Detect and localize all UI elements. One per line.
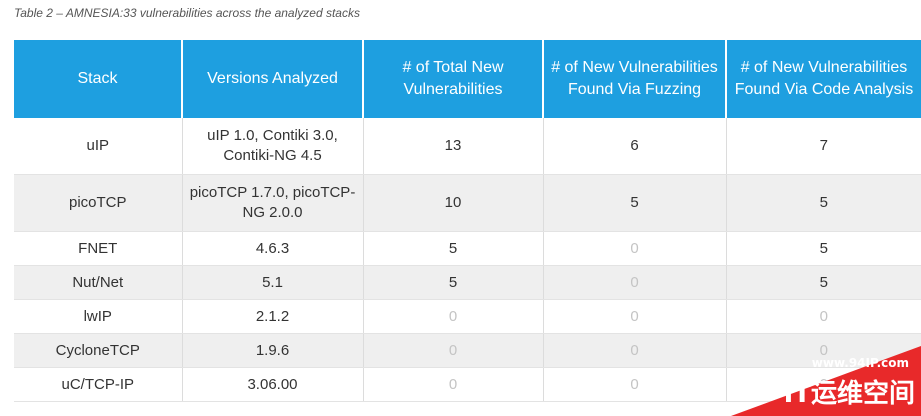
header-row: Stack Versions Analyzed # of Total New V… [14, 40, 921, 118]
watermark-name: IT运维空间 [783, 379, 915, 409]
cell-code-analysis: 5 [726, 265, 921, 300]
cell-stack: lwIP [14, 299, 183, 334]
watermark-url: www.94IP.com [811, 356, 909, 370]
header-total-new-vulnerabilities: # of Total New Vulnerabilities [363, 40, 544, 118]
header-stack: Stack [14, 40, 183, 118]
table-row: Nut/Net 5.1 5 0 5 [14, 265, 921, 300]
cell-code-analysis: 7 [726, 118, 921, 175]
cell-stack: picoTCP [14, 174, 183, 232]
table-row: uIP uIP 1.0, Contiki 3.0, Contiki-NG 4.5… [14, 118, 921, 175]
cell-total: 0 [363, 299, 544, 334]
table-caption: Table 2 – AMNESIA:33 vulnerabilities acr… [14, 6, 360, 20]
cell-versions: 5.1 [182, 265, 364, 300]
cell-stack: Nut/Net [14, 265, 183, 300]
cell-versions: picoTCP 1.7.0, picoTCP-NG 2.0.0 [182, 174, 364, 232]
cell-versions: uIP 1.0, Contiki 3.0, Contiki-NG 4.5 [182, 118, 364, 175]
cell-versions: 1.9.6 [182, 333, 364, 368]
cell-fuzzing: 0 [543, 231, 727, 266]
cell-fuzzing: 5 [543, 174, 727, 232]
cell-fuzzing: 0 [543, 367, 727, 402]
cell-versions: 4.6.3 [182, 231, 364, 266]
cell-code-analysis: 5 [726, 231, 921, 266]
cell-total: 0 [363, 333, 544, 368]
cell-stack: uC/TCP-IP [14, 367, 183, 402]
cell-stack: uIP [14, 118, 183, 175]
cell-total: 5 [363, 231, 544, 266]
cell-fuzzing: 0 [543, 333, 727, 368]
header-found-via-fuzzing: # of New Vulnerabilities Found Via Fuzzi… [543, 40, 727, 118]
cell-total: 0 [363, 367, 544, 402]
cell-fuzzing: 0 [543, 265, 727, 300]
cell-total: 10 [363, 174, 544, 232]
cell-fuzzing: 0 [543, 299, 727, 334]
watermark: www.94IP.com IT运维空间 [731, 346, 921, 416]
watermark-triangle [731, 346, 921, 416]
cell-total: 13 [363, 118, 544, 175]
cell-code-analysis: 0 [726, 299, 921, 334]
header-versions-analyzed: Versions Analyzed [182, 40, 364, 118]
table-row: FNET 4.6.3 5 0 5 [14, 231, 921, 266]
table-header: Stack Versions Analyzed # of Total New V… [14, 40, 921, 118]
cell-versions: 2.1.2 [182, 299, 364, 334]
cell-total: 5 [363, 265, 544, 300]
cell-stack: FNET [14, 231, 183, 266]
cell-code-analysis: 5 [726, 174, 921, 232]
table-row: picoTCP picoTCP 1.7.0, picoTCP-NG 2.0.0 … [14, 174, 921, 232]
cell-fuzzing: 6 [543, 118, 727, 175]
cell-versions: 3.06.00 [182, 367, 364, 402]
table-row: lwIP 2.1.2 0 0 0 [14, 299, 921, 334]
header-found-via-code-analysis: # of New Vulnerabilities Found Via Code … [726, 40, 921, 118]
cell-stack: CycloneTCP [14, 333, 183, 368]
